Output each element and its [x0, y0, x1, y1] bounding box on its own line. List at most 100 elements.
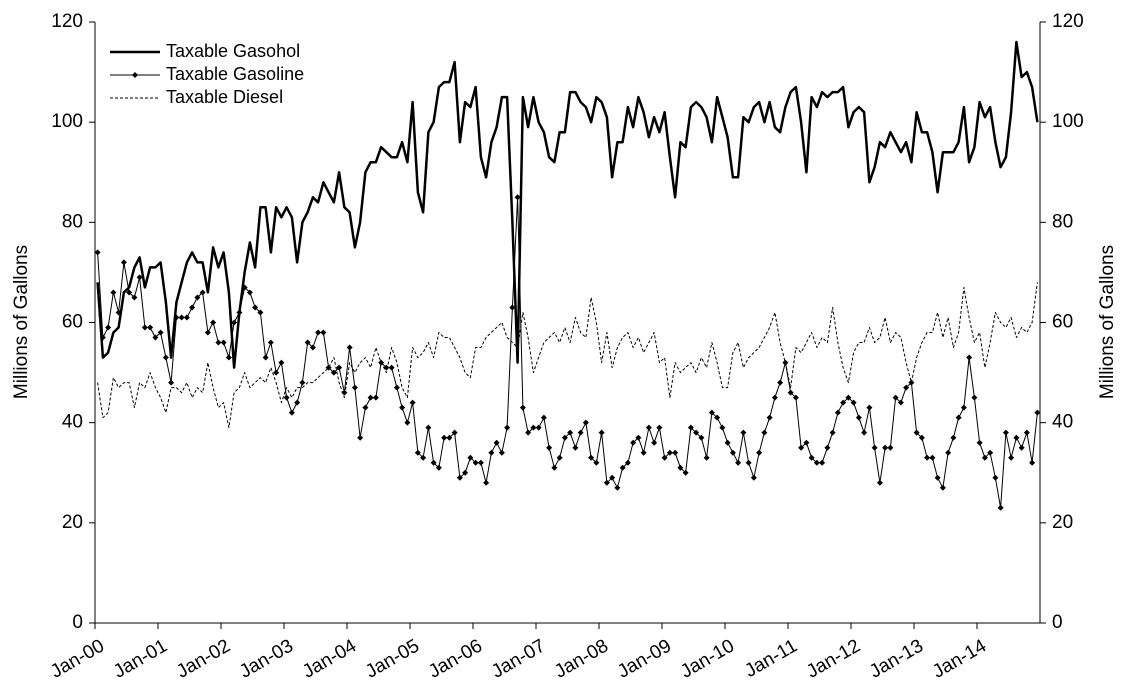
point-marker: [708, 409, 715, 416]
point-marker: [283, 394, 290, 401]
point-marker: [855, 414, 862, 421]
point-marker: [598, 429, 605, 436]
y-tick-label: 100: [51, 111, 83, 132]
point-marker: [672, 449, 679, 456]
point-marker: [420, 454, 427, 461]
point-marker: [950, 434, 957, 441]
point-marker: [315, 329, 322, 336]
point-marker: [924, 454, 931, 461]
point-marker: [183, 314, 190, 321]
legend-label: Taxable Diesel: [166, 87, 283, 107]
point-marker: [798, 444, 805, 451]
point-marker: [698, 434, 705, 441]
point-marker: [682, 469, 689, 476]
y-tick-label: 120: [51, 11, 83, 32]
point-marker: [882, 444, 889, 451]
point-marker: [567, 429, 574, 436]
point-marker: [404, 419, 411, 426]
point-marker: [677, 464, 684, 471]
point-marker: [273, 369, 280, 376]
y-tick-label: 40: [62, 412, 83, 433]
point-marker: [399, 404, 406, 411]
point-marker: [561, 434, 568, 441]
point-marker: [619, 464, 626, 471]
point-marker: [157, 329, 164, 336]
point-marker: [246, 289, 253, 296]
point-marker: [472, 459, 479, 466]
point-marker: [609, 474, 616, 481]
point-marker: [367, 394, 374, 401]
point-marker: [861, 429, 868, 436]
point-marker: [94, 249, 101, 256]
point-marker: [425, 424, 432, 431]
point-marker: [414, 449, 421, 456]
point-marker: [110, 289, 117, 296]
point-marker: [236, 309, 243, 316]
point-marker: [693, 429, 700, 436]
point-marker: [451, 429, 458, 436]
point-marker: [351, 384, 358, 391]
point-marker: [546, 444, 553, 451]
point-marker: [724, 439, 731, 446]
point-marker: [1018, 444, 1025, 451]
point-marker: [824, 444, 831, 451]
point-marker: [876, 479, 883, 486]
point-marker: [441, 434, 448, 441]
point-marker: [761, 429, 768, 436]
point-marker: [871, 444, 878, 451]
point-marker: [939, 484, 946, 491]
point-marker: [304, 339, 311, 346]
point-marker: [262, 354, 269, 361]
point-marker: [288, 409, 295, 416]
point-marker: [929, 454, 936, 461]
point-marker: [540, 414, 547, 421]
point-marker: [782, 359, 789, 366]
point-marker: [913, 429, 920, 436]
point-marker: [241, 284, 248, 291]
point-marker: [120, 259, 127, 266]
y-tick-label: 80: [62, 211, 83, 232]
point-marker: [745, 459, 752, 466]
point-marker: [357, 434, 364, 441]
point-marker: [777, 379, 784, 386]
point-marker: [1008, 454, 1015, 461]
point-marker: [131, 294, 138, 301]
point-marker: [892, 394, 899, 401]
y2-tick-label: 100: [1052, 111, 1084, 132]
point-marker: [687, 424, 694, 431]
point-marker: [341, 389, 348, 396]
y2-tick-label: 0: [1052, 612, 1063, 633]
point-marker: [362, 404, 369, 411]
point-marker: [231, 319, 238, 326]
point-marker: [582, 419, 589, 426]
point-marker: [808, 454, 815, 461]
point-marker: [577, 429, 584, 436]
legend-marker: [132, 72, 138, 78]
point-marker: [372, 394, 379, 401]
point-marker: [976, 439, 983, 446]
point-marker: [225, 354, 232, 361]
point-marker: [1034, 409, 1041, 416]
series-line: [97, 196, 1038, 509]
point-marker: [971, 394, 978, 401]
point-marker: [556, 454, 563, 461]
point-marker: [845, 394, 852, 401]
point-marker: [252, 304, 259, 311]
point-marker: [981, 454, 988, 461]
y2-tick-label: 80: [1052, 211, 1073, 232]
y2-tick-label: 120: [1052, 11, 1084, 32]
point-marker: [666, 449, 673, 456]
point-marker: [320, 329, 327, 336]
point-marker: [766, 414, 773, 421]
point-marker: [141, 324, 148, 331]
point-marker: [136, 274, 143, 281]
point-marker: [462, 469, 469, 476]
point-marker: [813, 459, 820, 466]
point-marker: [903, 384, 910, 391]
point-marker: [834, 409, 841, 416]
point-marker: [388, 364, 395, 371]
y2-tick-label: 20: [1052, 512, 1073, 533]
point-marker: [126, 289, 133, 296]
point-marker: [840, 399, 847, 406]
